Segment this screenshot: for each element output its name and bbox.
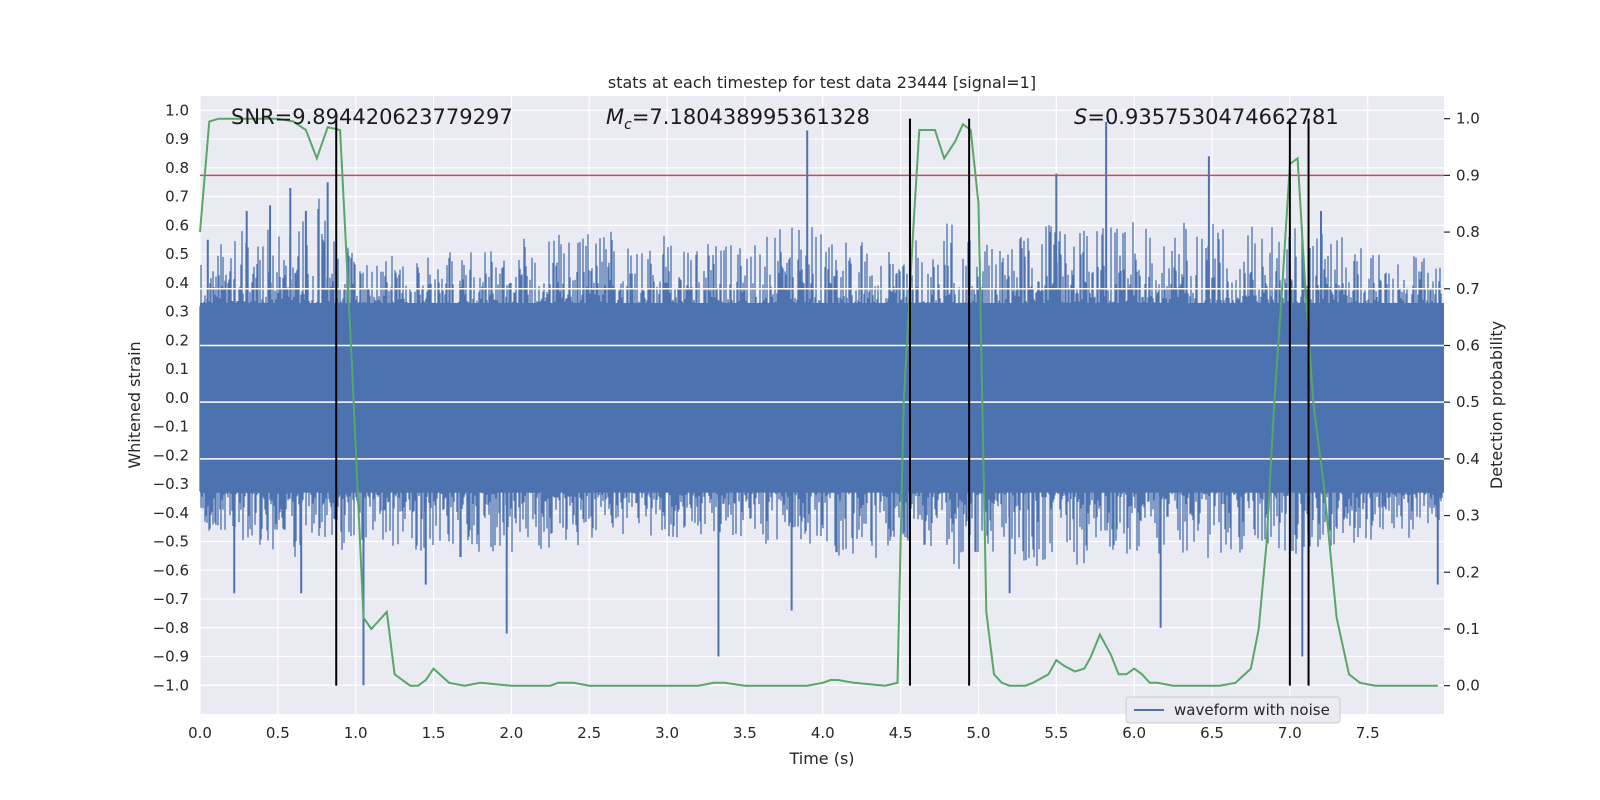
waveform-series: [199, 121, 1444, 686]
y-tick-label: 0.8: [165, 159, 189, 177]
y-axis-ticks: 1.0 0.9 0.8 0.7 0.6 0.5 0.4 0.3 0.2 0.1 0.0 −0.1 −0.…: [153, 101, 189, 694]
x-tick-label: 1.0: [344, 724, 368, 742]
y-tick-label: 0.3: [165, 303, 189, 321]
y-tick-label: −0.8: [153, 619, 189, 637]
mc-subscript: c: [624, 117, 632, 133]
y2-axis-label: Detection probability: [1487, 321, 1506, 489]
x-tick-label: 6.5: [1200, 724, 1224, 742]
legend: waveform with noise: [1125, 696, 1341, 724]
y-tick-label: −0.6: [153, 561, 189, 579]
x-tick-label: 0.0: [188, 724, 212, 742]
y2-tick-label: 0.4: [1456, 450, 1480, 468]
snr-annotation: SNR=9.894420623779297: [231, 105, 513, 129]
chart-title: stats at each timestep for test data 234…: [608, 73, 1036, 92]
y2-tick-label: 0.7: [1456, 280, 1480, 298]
y2-tick-label: 0.6: [1456, 336, 1480, 354]
x-tick-label: 5.5: [1044, 724, 1068, 742]
s-value: =0.9357530474662781: [1087, 105, 1338, 129]
probability-series: [199, 117, 1438, 687]
x-tick-label: 7.5: [1356, 724, 1380, 742]
y-tick-label: −0.5: [153, 533, 189, 551]
y2-tick-label: 0.3: [1456, 507, 1480, 525]
probability-line: [199, 117, 1438, 687]
mc-value: =7.180438995361328: [632, 105, 870, 129]
x-tick-label: 7.0: [1278, 724, 1302, 742]
x-tick-label: 6.0: [1122, 724, 1146, 742]
y2-tick-label: 0.2: [1456, 563, 1480, 581]
y-tick-label: 0.4: [165, 274, 189, 292]
y-tick-label: −0.9: [153, 648, 189, 666]
y-tick-label: 0.6: [165, 216, 189, 234]
y-tick-label: −0.7: [153, 590, 189, 608]
y2-tick-label: 0.9: [1456, 166, 1480, 184]
chirp-mass-annotation: Mc=7.180438995361328: [606, 105, 870, 133]
y-tick-label: 0.0: [165, 389, 189, 407]
y-tick-label: −0.1: [153, 418, 189, 436]
x-tick-label: 2.5: [577, 724, 601, 742]
y-tick-label: 0.5: [165, 245, 189, 263]
y-tick-label: 1.0: [165, 101, 189, 119]
x-axis-label: Time (s): [788, 749, 854, 768]
y-tick-label: −0.2: [153, 446, 189, 464]
x-tick-label: 5.0: [967, 724, 991, 742]
legend-box: [1125, 696, 1341, 724]
y-axis-label: Whitened strain: [125, 341, 144, 468]
y-tick-label: 0.2: [165, 331, 189, 349]
x-tick-label: 3.0: [655, 724, 679, 742]
s-symbol: S: [1074, 105, 1087, 129]
y-tick-label: −0.3: [153, 475, 189, 493]
y2-tick-label: 0.5: [1456, 393, 1480, 411]
y2-axis-ticks: 1.0 0.9 0.8 0.7 0.6 0.5 0.4 0.3 0.2 0.1 0.0: [1444, 110, 1480, 695]
y-tick-label: −0.4: [153, 504, 189, 522]
y-tick-label: −1.0: [153, 676, 189, 694]
x-tick-label: 0.5: [266, 724, 290, 742]
y2-tick-label: 0.0: [1456, 677, 1480, 695]
x-tick-label: 4.5: [889, 724, 913, 742]
vertical-markers: [335, 118, 1310, 686]
x-tick-label: 3.5: [733, 724, 757, 742]
y2-tick-label: 0.1: [1456, 620, 1480, 638]
y2-tick-label: 1.0: [1456, 110, 1480, 128]
mc-symbol: M: [606, 105, 624, 129]
y-tick-label: 0.7: [165, 188, 189, 206]
x-tick-label: 1.5: [422, 724, 446, 742]
waveform-stripe-lines: [200, 288, 1444, 460]
x-tick-label: 4.0: [811, 724, 835, 742]
legend-label: waveform with noise: [1174, 701, 1330, 719]
x-tick-label: 2.0: [499, 724, 523, 742]
x-axis-ticks: 0.0 0.5 1.0 1.5 2.0 2.5 3.0 3.5 4.0 4.5 5.0 5.5 6.0 6…: [188, 724, 1380, 742]
score-annotation: S=0.9357530474662781: [1074, 105, 1339, 129]
y-tick-label: 0.1: [165, 360, 189, 378]
y-tick-label: 0.9: [165, 130, 189, 148]
y2-tick-label: 0.8: [1456, 223, 1480, 241]
waveform-core: [200, 302, 1444, 493]
